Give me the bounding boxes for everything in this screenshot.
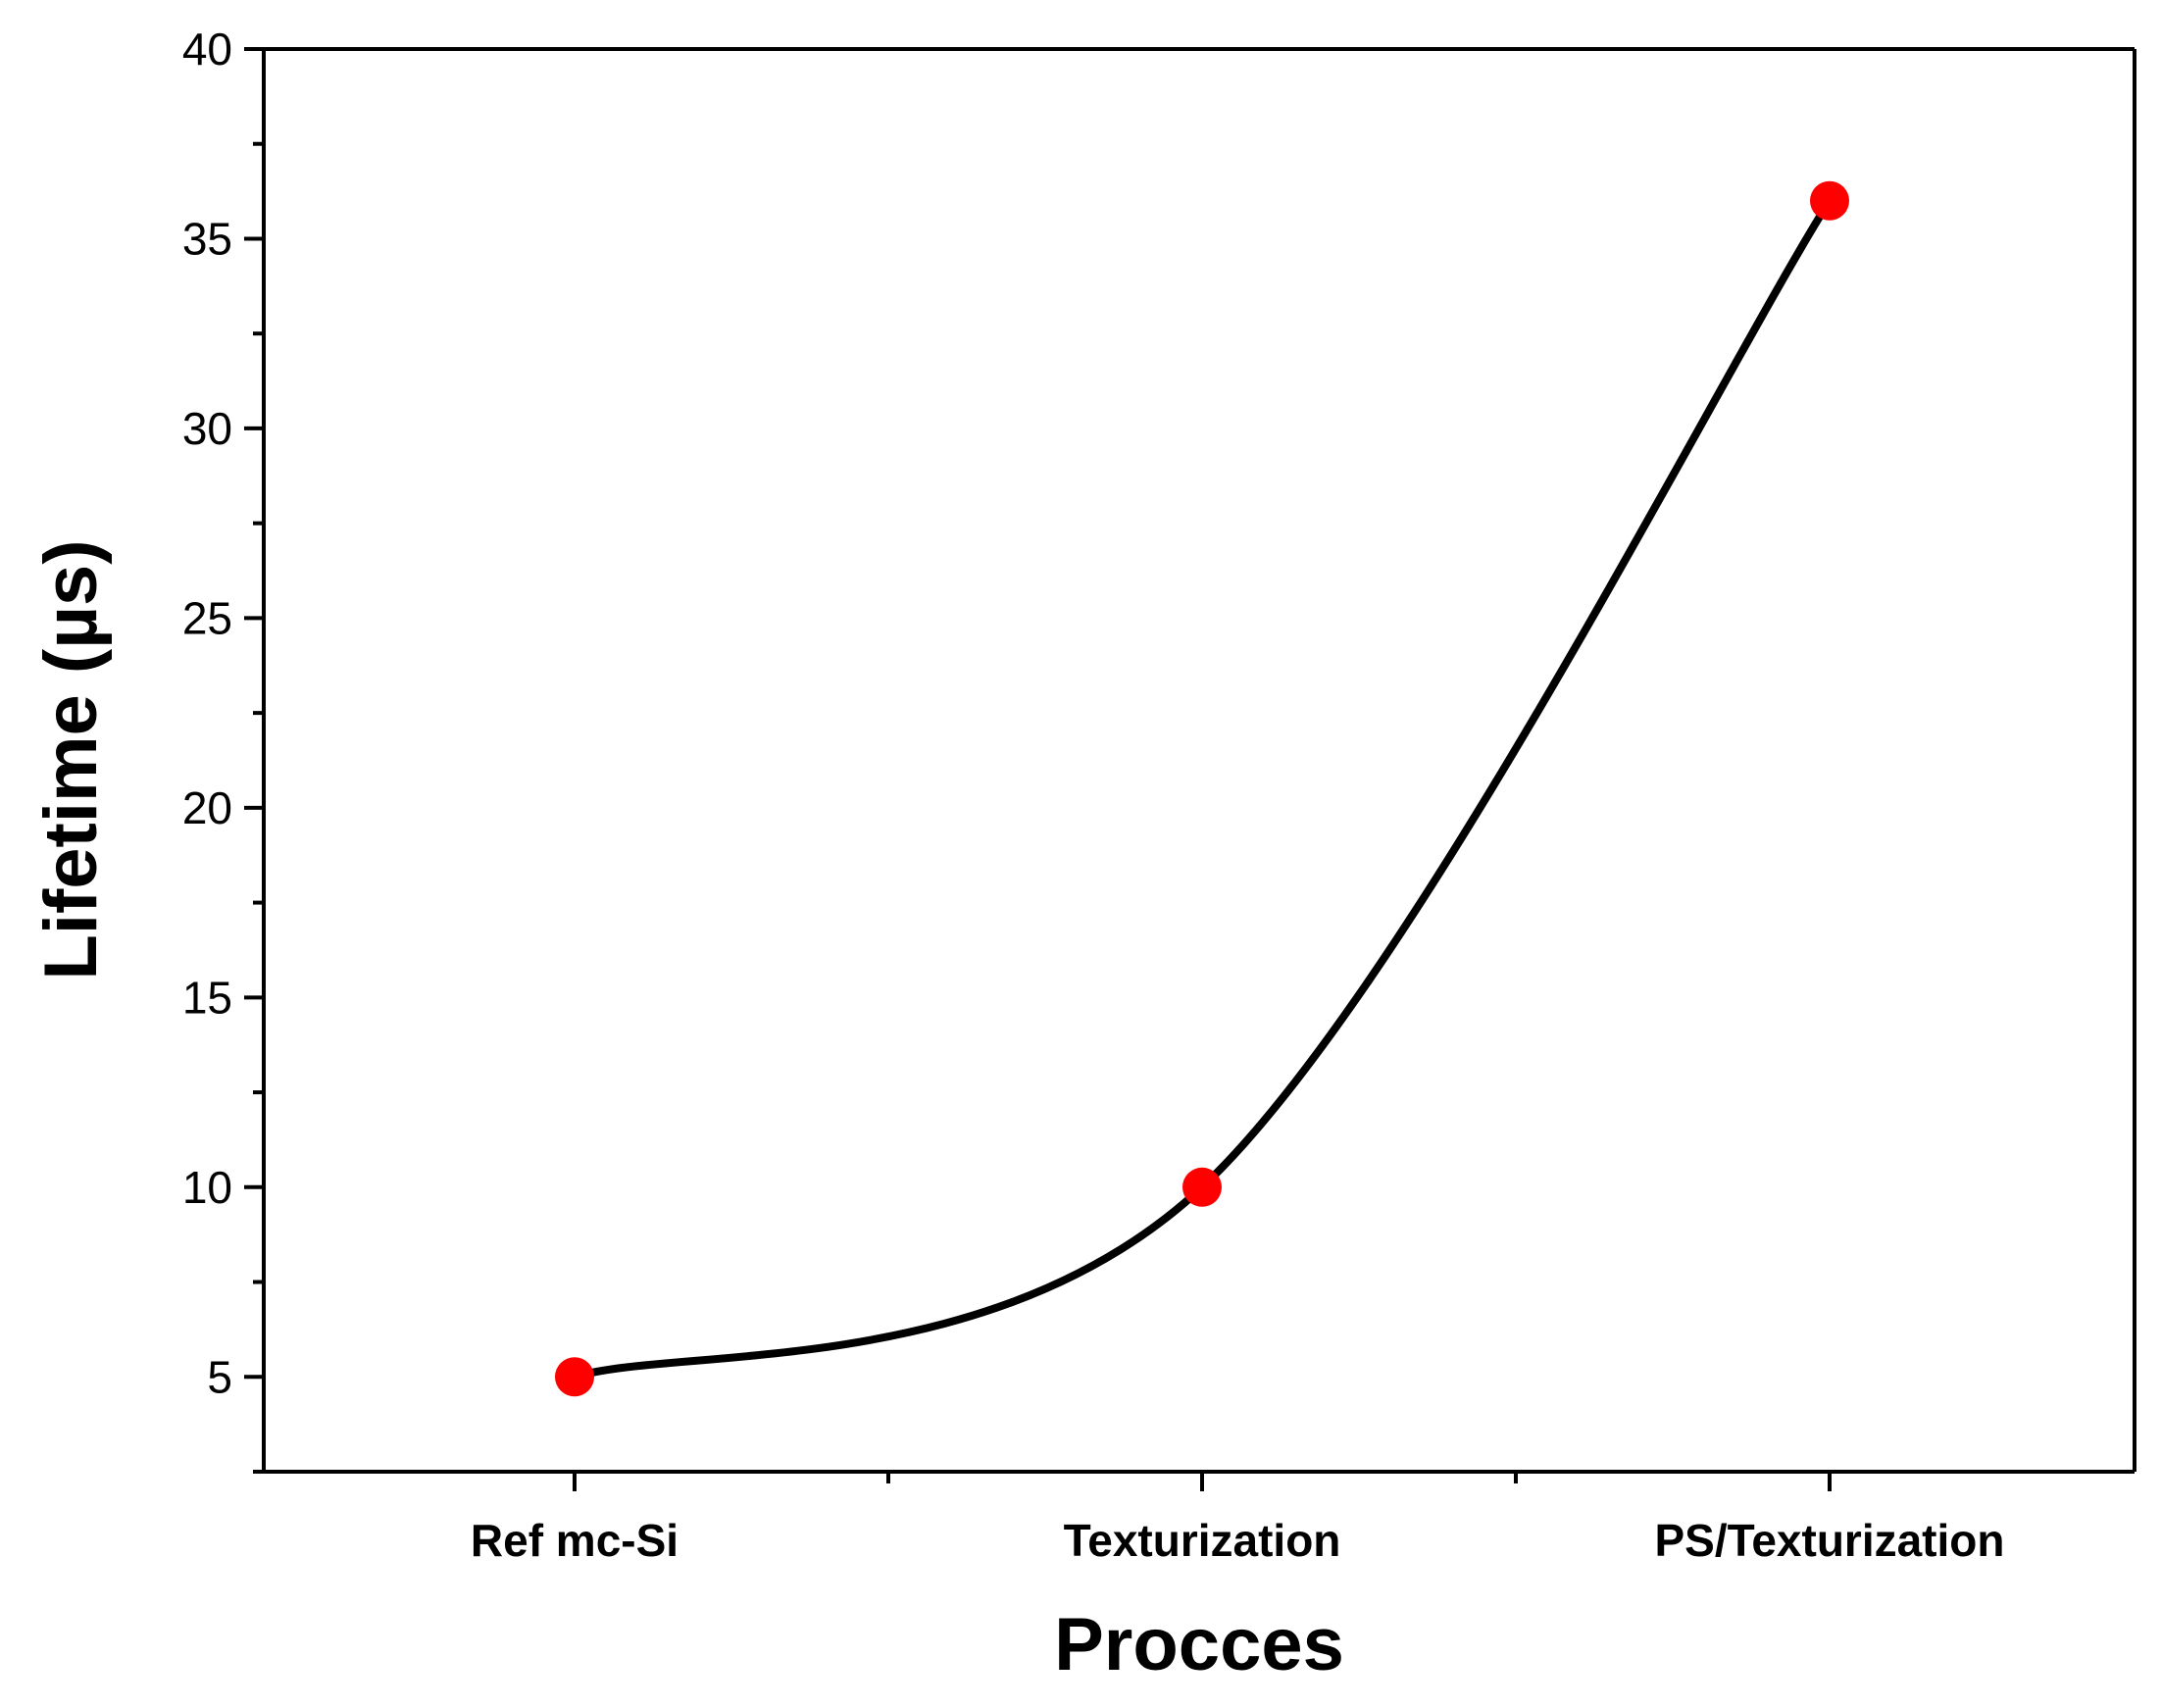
y-tick-label: 15: [182, 972, 232, 1023]
plot-frame: [262, 47, 2136, 1474]
x-axis-title: Procces: [1054, 1603, 1344, 1686]
x-tick-label: Ref mc-Si: [471, 1515, 678, 1566]
y-tick-label: 40: [182, 24, 232, 75]
data-point: [555, 1357, 594, 1397]
series-layer: [555, 180, 1849, 1397]
y-tick-label: 35: [182, 213, 232, 264]
y-axis-ticks: 5 10 15 20 25 30 35 40: [182, 24, 264, 1474]
y-tick-label: 5: [207, 1351, 232, 1402]
data-point: [1182, 1167, 1222, 1207]
y-tick-label: 30: [182, 403, 232, 454]
y-axis-title: Lifetime (µs): [29, 539, 113, 980]
series-line: [571, 196, 1834, 1381]
x-tick-label: Texturization: [1064, 1515, 1341, 1566]
x-axis-ticks: Ref mc-Si Texturization PS/Texturization: [471, 1472, 2005, 1566]
y-tick-label: 10: [182, 1162, 232, 1213]
y-tick-label: 20: [182, 782, 232, 833]
y-tick-label: 25: [182, 592, 232, 643]
x-tick-label: PS/Texturization: [1655, 1515, 2005, 1566]
data-point: [1810, 180, 1849, 221]
